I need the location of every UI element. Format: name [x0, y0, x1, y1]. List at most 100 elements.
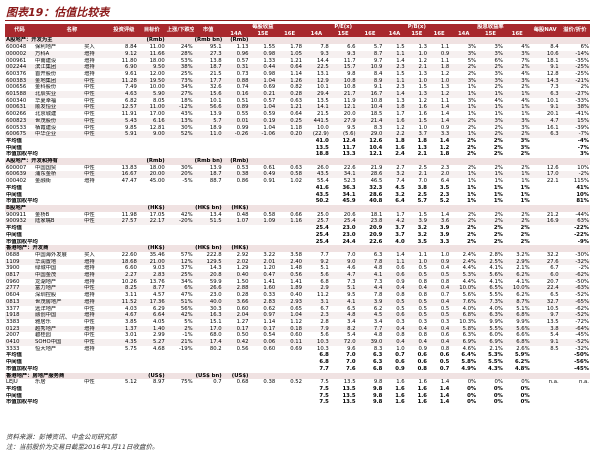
cell: 32.6 — [209, 84, 222, 91]
cell: 2.8 — [320, 318, 329, 325]
cell: 2.92 — [236, 251, 249, 258]
blank — [329, 158, 357, 165]
cell: 12.81 — [149, 124, 165, 131]
cell: 4.0% — [462, 305, 477, 312]
data-row: 600675 中华企业 中性 5.91 9.00 52% 11.0 -0.26 -1.06 0.2… — [5, 131, 590, 138]
blank — [249, 393, 276, 400]
cell: -2% — [578, 265, 589, 272]
cell: 4.0 — [395, 238, 405, 245]
blank — [249, 37, 277, 45]
cell: 900932 — [5, 218, 35, 226]
cell: 600376 — [6, 70, 27, 77]
summary-label: 市值加权平均 — [6, 238, 38, 245]
cell: 2% — [467, 164, 477, 171]
cell: 12.6 — [369, 137, 383, 144]
cell: 9.3 — [329, 50, 357, 58]
cell: 6.2% — [516, 292, 530, 299]
cell: 6.60 — [125, 265, 137, 272]
cell: 中华企业 — [34, 131, 84, 138]
cell: 17.00 — [149, 111, 165, 118]
cell: 56.6 — [193, 104, 223, 112]
cell: 1.6 — [395, 392, 405, 399]
cell: 保利地产 — [35, 44, 57, 51]
blank — [223, 232, 250, 239]
cell: -45% — [574, 365, 589, 372]
cell: 2.1 — [417, 151, 427, 158]
cell: 增持 — [83, 325, 110, 333]
blank — [383, 204, 406, 212]
cell: 2% — [520, 151, 530, 158]
cell: 14.4 — [316, 57, 329, 64]
blank — [356, 245, 384, 252]
cell: 0.49 — [249, 171, 277, 179]
blank — [276, 359, 303, 366]
cell: 59.9 — [209, 278, 222, 285]
cell: 34.1 — [342, 191, 356, 198]
cell: 19.50 — [137, 77, 166, 85]
cell: 10.0% — [503, 285, 531, 293]
cell: 13.5 — [342, 399, 356, 406]
blank — [427, 158, 451, 165]
cell: 10.26 — [121, 278, 137, 285]
cell: 4.67 — [109, 312, 138, 319]
cell: 000402 — [6, 178, 27, 185]
cell: -35% — [575, 57, 589, 64]
blank — [559, 372, 590, 380]
cell: 2% — [494, 211, 503, 218]
section-title: A股地产：开发为主 — [5, 37, 110, 45]
cell: 3% — [494, 44, 503, 51]
blank — [276, 386, 303, 393]
cell: 9.7 — [530, 312, 560, 319]
cell: 0817 — [5, 272, 35, 279]
cell: 2% — [493, 225, 503, 232]
cell: 25.0 — [316, 211, 329, 218]
cell: 1% — [467, 178, 477, 185]
cell: 1% — [467, 191, 477, 198]
cell: 中性 — [84, 305, 95, 312]
data-row: 601588 北辰实业 中性 4.63 5.90 27% 15.6 0.16 0.21 0.28 2… — [5, 91, 590, 98]
cell: 2% — [467, 137, 477, 144]
cell: 0.51 — [236, 97, 249, 104]
cell: 金融街 — [35, 178, 51, 185]
cell: 3.3 — [439, 238, 450, 245]
cell: 2% — [493, 144, 503, 151]
cell: 9.6 — [347, 345, 356, 352]
blank — [165, 245, 194, 252]
cell: 0.4 — [383, 325, 406, 333]
cell: 中性 — [83, 171, 110, 179]
column-header: 名称 — [34, 24, 110, 38]
cell: 0688 — [6, 251, 20, 258]
cell: 0.42 — [222, 339, 250, 346]
cell: -45% — [575, 332, 589, 339]
cell: 23.8 — [356, 218, 384, 226]
cell: 0.3 — [418, 318, 427, 325]
cell: 3.2 — [417, 225, 427, 232]
cell: 9.1 — [530, 104, 560, 112]
cell: 4.5 — [356, 312, 384, 319]
cell: 4.2 — [383, 218, 406, 226]
cell: 20.1 — [546, 111, 559, 118]
cell: 5% — [467, 57, 477, 64]
cell: -41% — [575, 111, 589, 118]
cell: LEJU — [6, 379, 18, 386]
cell: 1% — [494, 111, 503, 118]
cell: 2% — [477, 218, 504, 226]
cell: 3.11 — [125, 292, 137, 299]
cell: 0.17 — [222, 325, 250, 333]
cell: 1.21 — [276, 104, 303, 112]
cell: 4.4 — [356, 285, 384, 293]
cell: 0% — [494, 379, 503, 386]
cell: -2% — [559, 171, 590, 179]
cell: 1.2 — [418, 97, 427, 104]
period-header: 15E — [249, 30, 277, 38]
cell: 7.5 — [319, 385, 329, 392]
cell: 6.5 — [347, 305, 356, 312]
cell: 600340 — [6, 97, 27, 104]
cell: 9.50 — [137, 64, 166, 71]
cell: 0.6 — [417, 359, 427, 366]
cell: 18.8 — [315, 151, 329, 158]
cell: 1.4 — [439, 392, 450, 399]
cell: 18.5 — [370, 111, 383, 118]
cell: 0.6 — [417, 352, 427, 359]
cell: 增持 — [83, 298, 110, 306]
